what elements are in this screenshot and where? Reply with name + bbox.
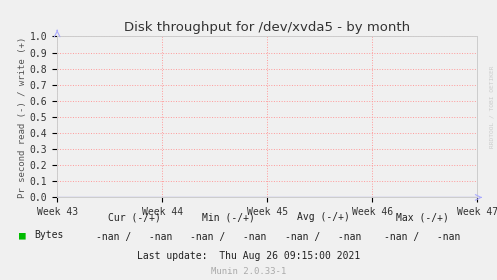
Text: Avg (-/+): Avg (-/+) (297, 212, 349, 222)
Text: -nan /   -nan: -nan / -nan (190, 232, 267, 242)
Text: Last update:  Thu Aug 26 09:15:00 2021: Last update: Thu Aug 26 09:15:00 2021 (137, 251, 360, 261)
Text: RRDTOOL / TOBI OETIKER: RRDTOOL / TOBI OETIKER (490, 65, 495, 148)
Text: ■: ■ (19, 230, 26, 240)
Text: -nan /   -nan: -nan / -nan (285, 232, 361, 242)
Title: Disk throughput for /dev/xvda5 - by month: Disk throughput for /dev/xvda5 - by mont… (124, 21, 410, 34)
Text: -nan /   -nan: -nan / -nan (384, 232, 461, 242)
Text: Munin 2.0.33-1: Munin 2.0.33-1 (211, 267, 286, 276)
Text: -nan /   -nan: -nan / -nan (96, 232, 172, 242)
Text: Cur (-/+): Cur (-/+) (108, 212, 161, 222)
Y-axis label: Pr second read (-) / write (+): Pr second read (-) / write (+) (18, 36, 27, 197)
Text: Max (-/+): Max (-/+) (396, 212, 449, 222)
Text: Min (-/+): Min (-/+) (202, 212, 255, 222)
Text: Bytes: Bytes (34, 230, 63, 240)
